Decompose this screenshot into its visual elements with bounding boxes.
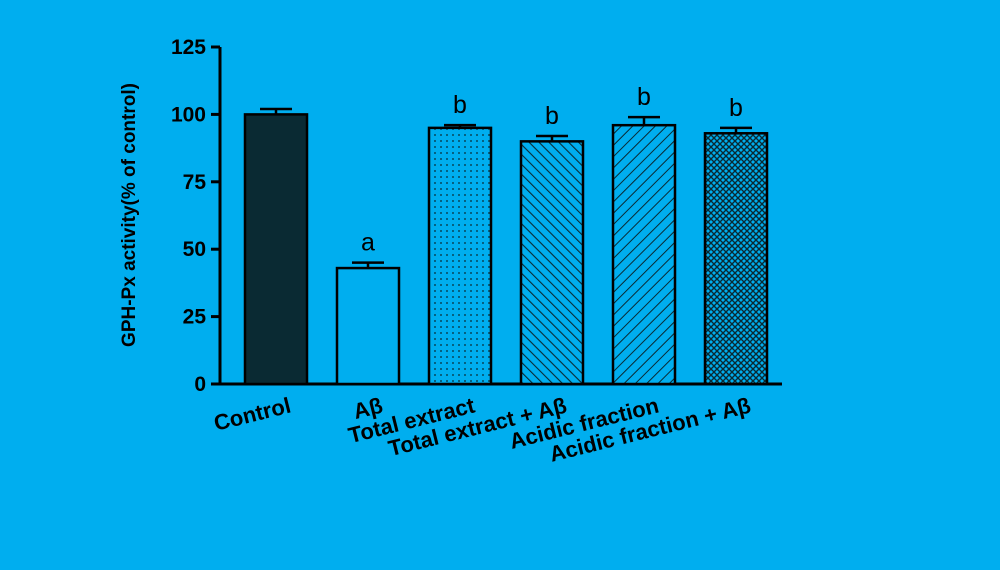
- significance-label: b: [545, 102, 559, 130]
- y-tick-label: 0: [194, 373, 206, 396]
- significance-label: a: [361, 229, 375, 257]
- y-axis-label: GPH-Px activity(% of control): [119, 83, 140, 347]
- y-tick-label: 125: [171, 36, 206, 59]
- significance-label: b: [637, 83, 651, 111]
- bar: [243, 113, 309, 386]
- bars: a b b b b: [243, 83, 769, 386]
- significance-label: b: [453, 91, 467, 119]
- bar: [335, 266, 401, 386]
- axes: 0 25 50 75 100 125: [171, 36, 782, 396]
- bar: [703, 132, 769, 386]
- bar: [611, 123, 677, 386]
- bar: [519, 140, 585, 386]
- y-tick-label: 75: [183, 171, 207, 194]
- bar: [427, 126, 493, 386]
- y-tick-label: 100: [171, 103, 206, 126]
- significance-label: b: [729, 94, 743, 122]
- y-tick-label: 50: [183, 238, 206, 261]
- category-label: Control: [211, 393, 293, 436]
- y-tick-label: 25: [183, 306, 207, 329]
